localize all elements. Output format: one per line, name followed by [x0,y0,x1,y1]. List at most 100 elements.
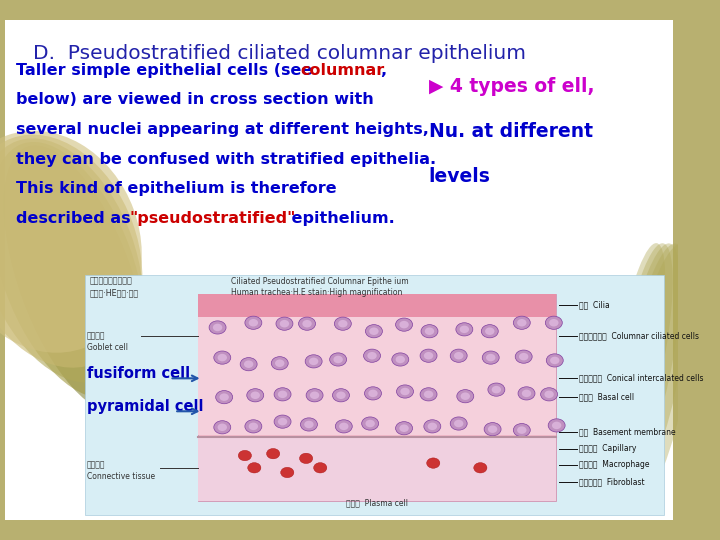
Text: 锥体形细胞  Conical intercalated cells: 锥体形细胞 Conical intercalated cells [580,374,703,383]
Ellipse shape [336,420,352,433]
Text: several nuclei appearing at different heights,: several nuclei appearing at different he… [16,122,429,137]
Ellipse shape [278,418,287,426]
Ellipse shape [334,317,351,330]
Ellipse shape [245,316,262,329]
FancyBboxPatch shape [198,294,556,317]
Ellipse shape [0,134,143,368]
Ellipse shape [314,463,327,473]
Ellipse shape [271,356,288,370]
Ellipse shape [548,419,565,432]
Text: levels: levels [428,167,490,186]
Ellipse shape [400,388,410,395]
Ellipse shape [454,420,464,427]
Ellipse shape [220,393,229,401]
Ellipse shape [492,386,501,393]
Ellipse shape [424,420,441,433]
Ellipse shape [310,392,319,399]
Text: Goblet cell: Goblet cell [86,342,127,352]
Ellipse shape [367,352,377,360]
Text: "pseudostratified": "pseudostratified" [130,211,296,226]
Ellipse shape [400,321,409,328]
Text: Ciliated Pseudostratified Columnar Epithe ium: Ciliated Pseudostratified Columnar Epith… [230,276,408,286]
Ellipse shape [266,449,280,459]
Ellipse shape [247,389,264,402]
Text: Human trachea·H.E stain·High magnification: Human trachea·H.E stain·High magnificati… [230,288,402,297]
FancyBboxPatch shape [198,317,556,435]
Ellipse shape [482,351,499,364]
Text: fusiform cell: fusiform cell [86,366,190,381]
Ellipse shape [366,420,375,427]
Ellipse shape [488,383,505,396]
Ellipse shape [518,387,535,400]
Ellipse shape [395,318,413,331]
Ellipse shape [274,415,291,428]
Ellipse shape [366,325,382,338]
Ellipse shape [216,390,233,404]
Ellipse shape [248,319,258,327]
Ellipse shape [364,387,382,400]
Ellipse shape [251,392,260,399]
Text: described as: described as [16,211,136,226]
Text: D.  Pseudostratified ciliated columnar epithelium: D. Pseudostratified ciliated columnar ep… [33,44,526,63]
Ellipse shape [522,390,531,397]
FancyBboxPatch shape [198,437,556,501]
Ellipse shape [621,244,688,485]
Ellipse shape [395,356,405,363]
Ellipse shape [392,353,409,366]
Ellipse shape [549,319,559,327]
Ellipse shape [275,360,284,367]
Text: 杯状细胞: 杯状细胞 [86,331,105,340]
Ellipse shape [397,385,413,398]
Text: ,: , [379,63,386,78]
Ellipse shape [488,426,498,433]
Ellipse shape [238,450,251,461]
Ellipse shape [450,349,467,362]
Ellipse shape [619,244,680,466]
Ellipse shape [513,316,530,329]
Text: 基膜  Basement membrane: 基膜 Basement membrane [580,428,676,436]
Text: pyramidal cell: pyramidal cell [86,399,203,414]
Ellipse shape [450,417,467,430]
Ellipse shape [300,418,318,431]
Ellipse shape [544,390,554,398]
Ellipse shape [420,388,437,401]
Text: 假复层纤毛柱状上皮: 假复层纤毛柱状上皮 [89,276,132,286]
Ellipse shape [484,423,501,436]
Ellipse shape [278,390,287,398]
Ellipse shape [248,423,258,430]
Ellipse shape [461,393,470,400]
Ellipse shape [624,244,696,504]
Ellipse shape [425,327,434,335]
Ellipse shape [280,320,289,327]
Ellipse shape [428,423,437,430]
Ellipse shape [333,356,343,363]
Ellipse shape [519,353,528,360]
Ellipse shape [546,354,563,367]
FancyBboxPatch shape [85,275,664,515]
Ellipse shape [4,145,147,414]
Text: 毛细血管  Capillary: 毛细血管 Capillary [580,444,636,454]
Text: they can be confused with stratified epithelia.: they can be confused with stratified epi… [16,152,436,167]
Ellipse shape [420,349,437,362]
Text: ▶ 4 types of ell,: ▶ 4 types of ell, [428,77,594,96]
Text: 浆细胞  Plasma cell: 浆细胞 Plasma cell [346,498,408,508]
Ellipse shape [299,317,315,330]
Ellipse shape [244,360,253,368]
Ellipse shape [516,350,532,363]
Ellipse shape [213,323,222,331]
Ellipse shape [305,355,322,368]
Text: Nu. at different: Nu. at different [428,122,593,141]
Ellipse shape [474,463,487,473]
Text: 基细胞  Basal cell: 基细胞 Basal cell [580,393,634,402]
Ellipse shape [395,422,413,435]
Text: 巨噬细胞  Macrophage: 巨噬细胞 Macrophage [580,461,649,469]
Ellipse shape [0,131,142,353]
Ellipse shape [276,317,293,330]
Ellipse shape [217,423,227,431]
Text: This kind of epithelium is therefore: This kind of epithelium is therefore [16,181,337,197]
Ellipse shape [217,354,227,361]
Ellipse shape [517,427,526,434]
Text: columnar: columnar [300,63,384,78]
Ellipse shape [0,142,145,398]
Ellipse shape [517,319,526,327]
